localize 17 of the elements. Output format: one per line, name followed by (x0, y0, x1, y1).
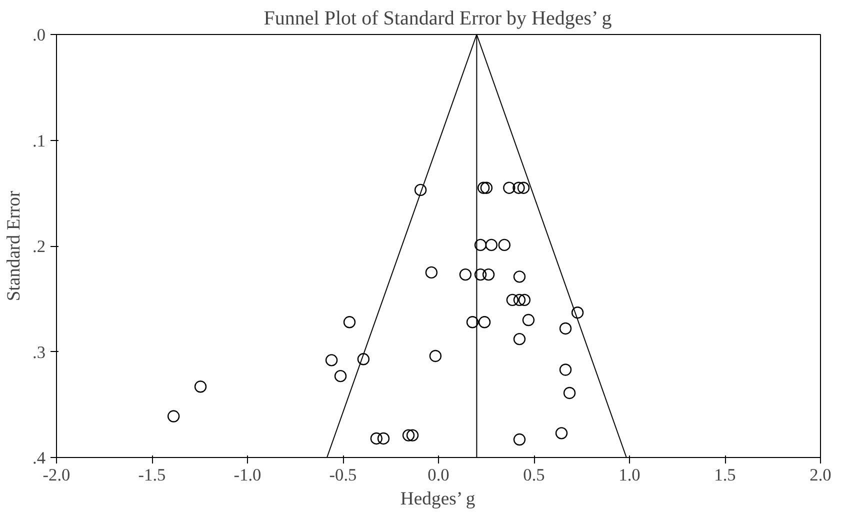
x-tick-label: -2.0 (42, 466, 70, 484)
x-tick-label: 1.0 (618, 466, 640, 484)
x-tick-label: 0.0 (428, 466, 450, 484)
x-tick-label: -0.5 (329, 466, 357, 484)
x-tick-label: 1.5 (714, 466, 736, 484)
chart-title: Funnel Plot of Standard Error by Hedges’ g (264, 8, 612, 30)
x-tick-label: 2.0 (810, 466, 832, 484)
y-tick-label: .4 (32, 448, 46, 468)
y-tick-label: .3 (32, 342, 46, 362)
y-tick-label: .0 (32, 26, 46, 44)
x-tick-label: -1.5 (138, 466, 166, 484)
x-tick-label: 0.5 (523, 466, 545, 484)
y-tick-label: .2 (32, 237, 46, 256)
y-tick-label: .1 (32, 131, 46, 150)
x-tick-label: -1.0 (234, 466, 262, 484)
x-axis-title: Hedges’ g (400, 488, 476, 510)
y-axis-title: Standard Error (4, 190, 25, 302)
